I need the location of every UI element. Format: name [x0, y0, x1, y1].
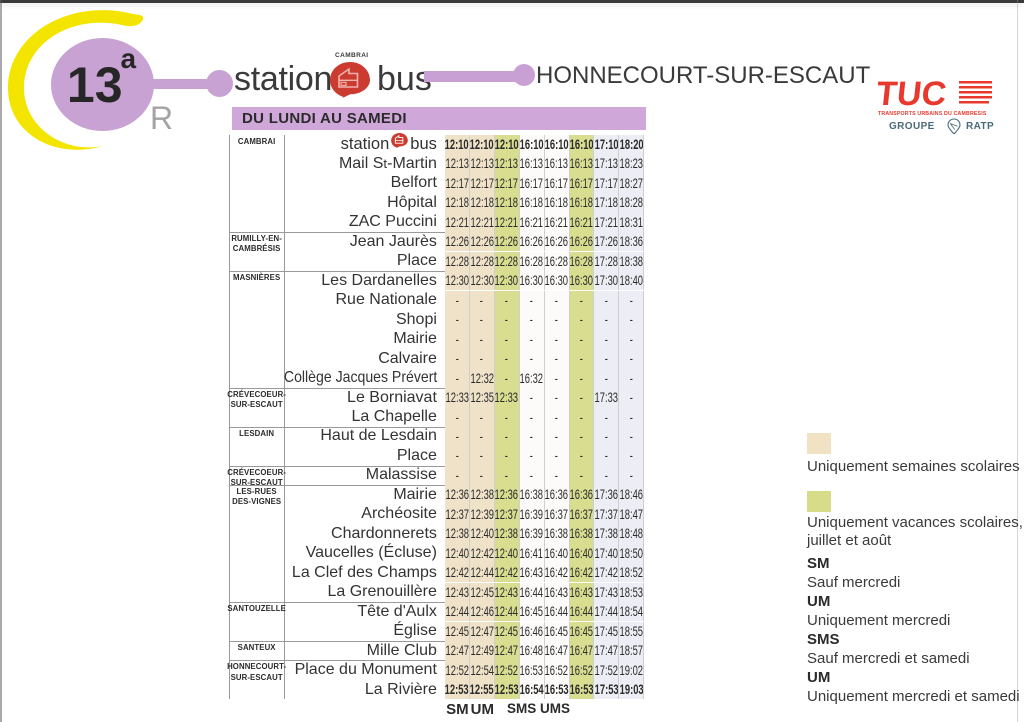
svg-text:GROUPE: GROUPE: [889, 121, 935, 132]
svg-text:TRANSPORTS URBAINS DU CAMBRESI: TRANSPORTS URBAINS DU CAMBRESIS: [878, 111, 987, 117]
svg-text:RATP: RATP: [966, 121, 994, 132]
svg-text:TUC: TUC: [878, 78, 948, 113]
